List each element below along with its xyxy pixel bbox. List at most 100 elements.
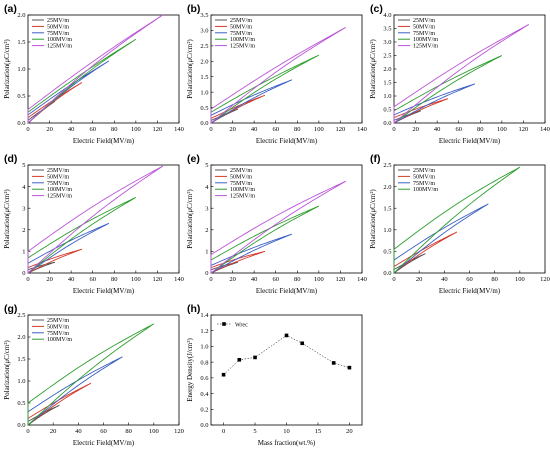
chart-panel-6: (f) 0 20 40 60 80 100 120 0.0 0.5 1.0 1.5 2.0 2.5 Elec…: [369, 153, 550, 295]
panel-label: (c): [370, 3, 383, 15]
x-tick-label: 140: [357, 276, 367, 283]
x-tick-label: 15: [315, 428, 322, 435]
y-tick-label: 2.5: [383, 162, 391, 169]
x-tick-label: 40: [251, 126, 258, 133]
pe-loop-100MV-m: [210, 54, 320, 124]
x-tick-label: 100: [497, 126, 507, 133]
x-tick-label: 140: [174, 276, 184, 283]
panel-label: (h): [187, 303, 200, 315]
y-tick-label: 3.0: [200, 28, 208, 35]
x-tick-label: 120: [153, 126, 163, 133]
y-tick-label: 0.4: [200, 391, 209, 398]
y-tick-label: 0.6: [200, 375, 209, 382]
x-tick-label: 80: [294, 276, 301, 283]
x-axis-label: Electric Field(MV/m): [73, 287, 135, 295]
x-axis-label: Electric Field(MV/m): [439, 287, 501, 295]
x-tick-label: 60: [272, 276, 279, 283]
plot-frame: [210, 14, 363, 124]
panel-label: (b): [187, 3, 200, 15]
panel-label: (e): [187, 153, 200, 165]
chart-panel-7: (g) 0 20 40 60 80 100 120 0.0 0.5 1.0 1.5 2.0 2.5 Elec…: [3, 303, 184, 447]
x-tick-label: 40: [251, 276, 258, 283]
y-tick-label: 1: [205, 249, 208, 256]
y-tick-label: 0.5: [17, 93, 25, 100]
legend-label: 100MV/m: [47, 337, 72, 343]
x-tick-label: 120: [153, 276, 163, 283]
pe-loop-125MV-m: [27, 165, 164, 275]
y-tick-label: 2.0: [17, 334, 25, 341]
x-tick-label: 140: [357, 126, 367, 133]
x-tick-label: 80: [294, 126, 301, 133]
y-tick-label: 0.5: [200, 105, 208, 112]
pe-loop-75MV-m: [393, 83, 476, 124]
y-tick-label: 1.5: [200, 74, 208, 81]
y-tick-label: 0.8: [200, 359, 208, 366]
x-tick-label: 60: [89, 276, 96, 283]
y-tick-label: 1.0: [17, 378, 25, 385]
panel-label: (d): [4, 153, 17, 165]
legend-label: 100MV/m: [413, 187, 438, 193]
legend-label: 75MV/m: [230, 31, 252, 37]
y-tick-label: 4: [205, 184, 209, 191]
y-tick-label: 1.5: [383, 80, 391, 87]
y-tick-label: 3: [22, 205, 25, 212]
pe-loop-75MV-m: [210, 79, 293, 124]
wrec-point: [331, 361, 336, 365]
y-axis-label: Polarization(μC/cm²): [186, 39, 194, 99]
pe-loop-50MV-m: [393, 231, 458, 274]
y-tick-label: 3: [205, 205, 208, 212]
chart-panel-1: (a) 0 20 40 60 80 100 120 140 0.0 0.5 1.0 1.5 2.0 Elec…: [3, 3, 184, 145]
legend-label: 75MV/m: [47, 331, 69, 337]
pe-loop-100MV-m: [210, 205, 320, 274]
x-tick-label: 0: [26, 126, 29, 133]
x-tick-label: 20: [229, 276, 236, 283]
y-tick-label: 1.0: [383, 93, 391, 100]
x-tick-label: 0: [209, 276, 212, 283]
legend-label: Wrec: [235, 322, 248, 328]
x-tick-label: 20: [346, 428, 353, 435]
x-tick-label: 100: [314, 126, 324, 133]
pe-loop-125MV-m: [27, 14, 164, 125]
wrec-point: [253, 355, 257, 360]
x-tick-label: 40: [434, 126, 441, 133]
x-tick-label: 20: [416, 276, 423, 283]
y-tick-label: 0.0: [17, 422, 25, 429]
x-axis-label: Electric Field(MV/m): [73, 439, 135, 447]
pe-loop-125MV-m: [210, 180, 347, 274]
x-axis-label: Electric Field(MV/m): [256, 287, 318, 295]
x-tick-label: 100: [314, 276, 324, 283]
wrec-point: [347, 365, 352, 370]
y-tick-label: 1.2: [200, 328, 208, 335]
x-tick-label: 20: [412, 126, 419, 133]
y-tick-label: 0.0: [383, 270, 391, 277]
y-tick-label: 0: [205, 270, 208, 277]
y-tick-label: 1.0: [200, 89, 208, 96]
y-tick-label: 5: [22, 162, 25, 169]
chart-panel-5: (e) 0 20 40 60 80 100 120 140 0 1 2 3 4 5 Electric Fiel…: [186, 153, 367, 295]
x-tick-label: 120: [336, 276, 346, 283]
x-tick-label: 5: [253, 428, 256, 435]
legend-label: 25MV/m: [47, 318, 69, 324]
y-tick-label: 2.0: [17, 12, 25, 19]
legend-label: 50MV/m: [413, 24, 435, 30]
wrec-point: [300, 341, 305, 346]
legend-label: 25MV/m: [47, 18, 69, 24]
pe-loop-125MV-m: [210, 26, 347, 124]
y-tick-label: 0.2: [200, 406, 208, 413]
y-tick-label: 2.5: [17, 312, 25, 319]
legend-label: 75MV/m: [230, 181, 252, 187]
x-tick-label: 80: [111, 126, 118, 133]
y-tick-label: 0: [22, 270, 25, 277]
y-axis-label: Polarization(μC/cm²): [186, 189, 194, 249]
x-tick-label: 40: [75, 428, 82, 435]
pe-loop-75MV-m: [27, 222, 110, 274]
x-tick-label: 20: [50, 428, 57, 435]
legend-label: 25MV/m: [413, 18, 435, 24]
legend-label: 125MV/m: [230, 194, 255, 200]
x-tick-label: 100: [131, 276, 141, 283]
legend-label: 50MV/m: [47, 174, 69, 180]
legend-label: 25MV/m: [230, 18, 252, 24]
y-tick-label: 0.0: [200, 120, 208, 127]
legend-label: 125MV/m: [47, 44, 72, 50]
panel-label: (f): [370, 153, 381, 165]
